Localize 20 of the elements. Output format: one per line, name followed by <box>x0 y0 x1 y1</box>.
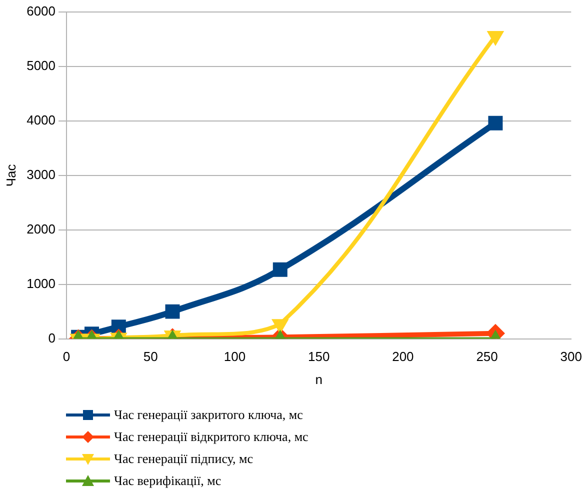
y-tick-label: 3000 <box>26 166 56 182</box>
x-tick-label: 50 <box>143 349 158 364</box>
y-tick-label: 1000 <box>26 276 56 291</box>
y-tick-label: 6000 <box>26 4 56 19</box>
y-tick-label: 2000 <box>26 221 56 236</box>
legend-label: Час генерації відкритого ключа, мс <box>114 429 308 445</box>
x-tick-label: 300 <box>560 349 582 364</box>
legend-label: Час генерації закритого ключа, мс <box>114 407 303 423</box>
x-tick-label: 0 <box>62 349 70 364</box>
x-tick-label: 150 <box>308 349 330 364</box>
y-tick-label: 4000 <box>26 112 56 128</box>
legend-label: Час генерації підпису, мс <box>114 451 253 467</box>
y-axis-title: Час <box>3 164 18 187</box>
x-tick-label: 200 <box>392 349 414 364</box>
y-tick-label: 0 <box>48 330 56 346</box>
x-axis-title: n <box>315 372 322 387</box>
x-tick-label: 100 <box>224 349 246 364</box>
y-tick-label: 5000 <box>26 58 56 74</box>
x-tick-label: 250 <box>476 349 498 364</box>
legend-label: Час верифікації, мс <box>114 473 222 489</box>
